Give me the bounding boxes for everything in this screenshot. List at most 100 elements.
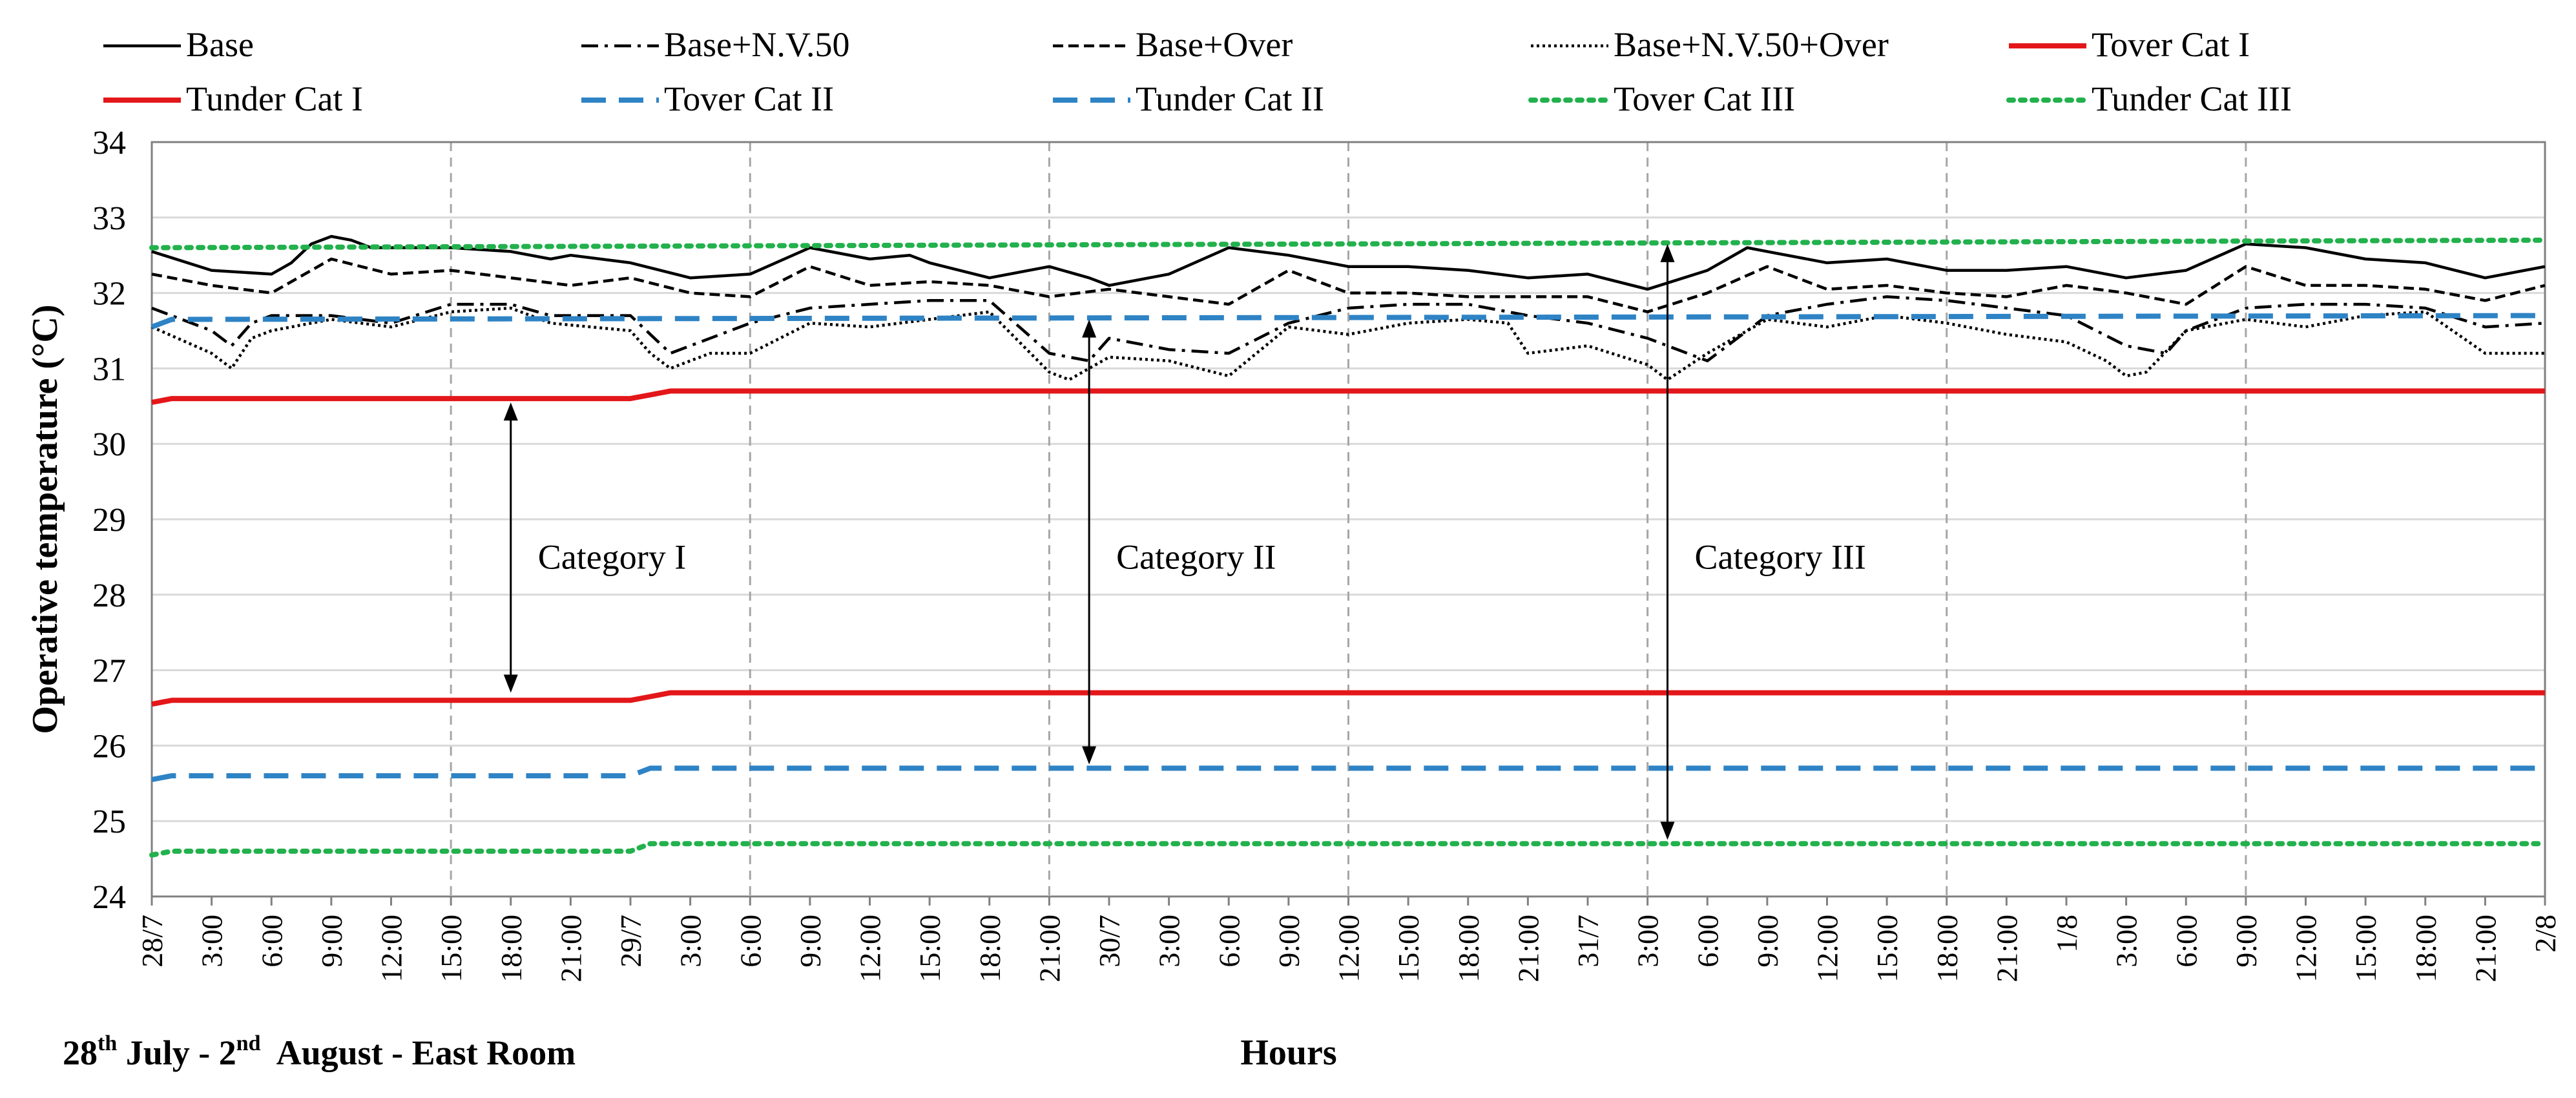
x-tick-label: 1/8 — [2050, 915, 2083, 953]
x-tick-label: 6:00 — [1212, 915, 1245, 968]
legend-label: Tunder Cat II — [1136, 79, 1324, 118]
footer-note-tail: August - East Room — [261, 1033, 576, 1072]
x-tick-label: 6:00 — [1691, 915, 1724, 968]
x-tick-label: 15:00 — [2349, 915, 2382, 982]
y-tick-label: 27 — [92, 653, 126, 690]
x-tick-label: 12:00 — [2290, 915, 2323, 982]
y-tick-label: 33 — [92, 200, 126, 237]
footer-note-sup-start: th — [98, 1031, 117, 1055]
annotation-label: Category II — [1116, 537, 1276, 576]
legend-label: Tover Cat III — [1614, 79, 1795, 118]
x-tick-label: 15:00 — [1871, 915, 1904, 982]
annotation-label: Category I — [538, 537, 686, 576]
x-tick-label: 15:00 — [1392, 915, 1425, 982]
legend-label: Base+Over — [1136, 25, 1293, 64]
footer-note-day: 28 — [63, 1033, 98, 1072]
y-tick-label: 32 — [92, 276, 126, 313]
y-tick-label: 25 — [92, 803, 126, 840]
legend-item-tunder-cat-iii: Tunder Cat III — [2006, 79, 2292, 118]
x-tick-label: 21:00 — [1990, 915, 2023, 982]
x-tick-label: 9:00 — [794, 915, 827, 968]
x-tick-labels: 28/7 3:00 6:00 9:00 12:00 15:00 18:00 21:00 29/7… — [136, 896, 2562, 982]
x-tick-label: 18:00 — [2409, 915, 2442, 982]
series-layer — [149, 234, 2548, 858]
legend-label: Tover Cat II — [664, 79, 834, 118]
legend-item-tunder-cat-i: Tunder Cat I — [103, 79, 363, 118]
x-tick-label: 6:00 — [734, 915, 767, 968]
x-tick-label: 30/7 — [1093, 915, 1126, 968]
series-line-tover-cat-iii — [149, 237, 2548, 251]
footer-note: 28th July - 2nd August - East Room — [63, 1031, 576, 1072]
footer-note-sup-end: nd — [236, 1031, 261, 1055]
legend-item-base-n-v-50-over: Base+N.V.50+Over — [1531, 25, 1889, 64]
x-tick-label: 31/7 — [1572, 915, 1605, 968]
x-tick-label: 21:00 — [2469, 915, 2502, 982]
x-tick-label: 28/7 — [136, 915, 169, 968]
footer-note-mid: July - 2 — [117, 1033, 236, 1072]
x-tick-label: 3:00 — [196, 915, 229, 968]
legend-item-base-n-v-50: Base+N.V.50 — [581, 25, 849, 64]
series-line-tover-cat-i — [151, 388, 2545, 405]
legend-label: Tunder Cat I — [186, 79, 363, 118]
x-tick-label: 3:00 — [674, 915, 707, 968]
x-tick-label: 18:00 — [495, 915, 528, 982]
annotation-label: Category III — [1695, 537, 1866, 576]
x-tick-label: 9:00 — [2230, 915, 2263, 968]
x-tick-label: 9:00 — [1272, 915, 1305, 968]
legend-item-tover-cat-ii: Tover Cat II — [581, 79, 834, 118]
x-tick-label: 18:00 — [1931, 915, 1964, 982]
x-axis-title: Hours — [1240, 1033, 1336, 1073]
series-line-base-over — [151, 257, 2546, 314]
series-line-tunder-cat-i — [151, 690, 2545, 707]
x-tick-label: 9:00 — [315, 915, 348, 968]
x-tick-label: 21:00 — [1511, 915, 1544, 982]
legend-label: Base+N.V.50+Over — [1614, 25, 1889, 64]
x-tick-label: 3:00 — [1153, 915, 1186, 968]
y-tick-label: 34 — [92, 125, 126, 161]
x-tick-label: 29/7 — [614, 915, 647, 968]
legend-label: Tover Cat I — [2092, 25, 2250, 64]
x-tick-label: 15:00 — [435, 915, 468, 982]
series-line-tunder-cat-ii — [151, 765, 2545, 782]
legend-label: Base+N.V.50 — [664, 25, 849, 64]
y-axis-title: Operative temperature (°C) — [25, 304, 65, 734]
annotation-arrowhead-bottom — [1660, 822, 1675, 840]
legend-label: Base — [186, 25, 254, 64]
series-line-tunder-cat-iii — [149, 841, 2548, 858]
y-tick-label: 30 — [92, 426, 126, 463]
x-tick-label: 12:00 — [854, 915, 887, 982]
annotation-arrowhead-bottom — [503, 674, 518, 693]
x-tick-label: 6:00 — [255, 915, 288, 968]
series-line-base-n-v-50-over — [151, 306, 2545, 382]
x-tick-label: 12:00 — [1811, 915, 1844, 982]
y-tick-labels: 24 25 26 27 28 29 30 31 32 33 34 — [92, 125, 126, 916]
legend-item-tover-cat-i: Tover Cat I — [2009, 25, 2250, 64]
x-tick-label: 12:00 — [1333, 915, 1366, 982]
x-tick-label: 18:00 — [1452, 915, 1485, 982]
x-tick-label: 3:00 — [2110, 915, 2143, 968]
y-tick-label: 31 — [92, 351, 126, 388]
legend-item-tover-cat-iii: Tover Cat III — [1528, 79, 1795, 118]
legend-item-base: Base — [103, 25, 254, 64]
annotation-arrowhead-top — [503, 402, 518, 421]
annotation-layer: Category I Category II Category III — [503, 243, 1866, 840]
legend: Base Base+N.V.50 Base+Over Base+N.V.50+Over… — [103, 25, 2292, 118]
x-tick-label: 21:00 — [1033, 915, 1066, 982]
y-tick-label: 29 — [92, 502, 126, 539]
x-tick-label: 18:00 — [973, 915, 1006, 982]
y-tick-label: 26 — [92, 728, 126, 765]
x-tick-label: 3:00 — [1632, 915, 1665, 968]
legend-item-tunder-cat-ii: Tunder Cat II — [1053, 79, 1324, 118]
x-tick-label: 9:00 — [1751, 915, 1784, 968]
series-line-tover-cat-ii — [151, 313, 2546, 329]
x-tick-label: 15:00 — [913, 915, 946, 982]
annotation-arrowhead-top — [1082, 319, 1097, 338]
y-tick-label: 28 — [92, 577, 126, 614]
x-tick-label: 21:00 — [554, 915, 587, 982]
annotation-arrowhead-bottom — [1082, 746, 1097, 765]
legend-item-base-over: Base+Over — [1053, 25, 1293, 64]
annotation-arrowhead-top — [1660, 243, 1675, 262]
y-tick-label: 24 — [92, 879, 126, 916]
legend-label: Tunder Cat III — [2092, 79, 2292, 118]
